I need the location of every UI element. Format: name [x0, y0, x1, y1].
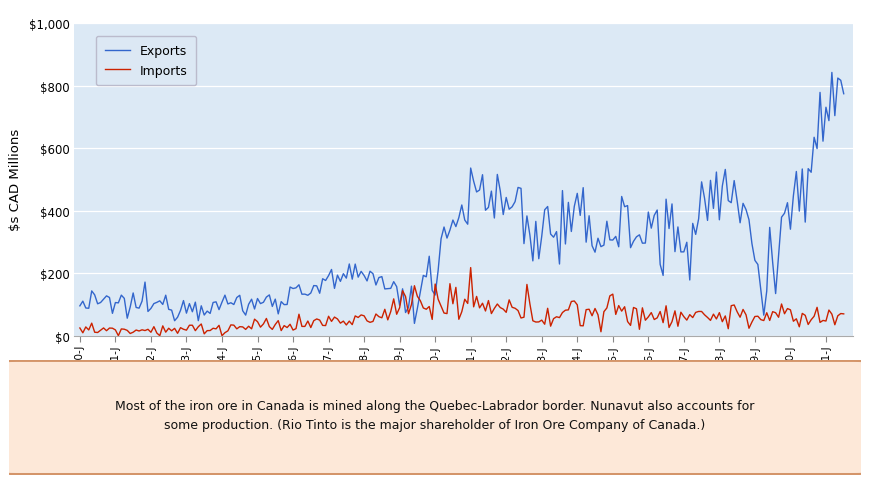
Imports — [465, 265, 475, 271]
Imports — [497, 307, 507, 312]
Imports — [690, 310, 700, 316]
Line: Imports: Imports — [80, 268, 843, 336]
Exports — [838, 92, 848, 97]
Line: Exports: Exports — [80, 73, 843, 324]
Exports — [406, 284, 416, 289]
Imports — [838, 312, 848, 317]
Text: Most of the iron ore in Canada is mined along the Quebec-Labrador border. Nunavu: Most of the iron ore in Canada is mined … — [116, 399, 753, 431]
Exports — [145, 306, 156, 312]
FancyBboxPatch shape — [0, 361, 869, 474]
Exports — [530, 219, 541, 225]
Legend: Exports, Imports: Exports, Imports — [96, 36, 196, 86]
Imports — [533, 319, 543, 325]
Imports — [75, 325, 85, 331]
Exports — [826, 71, 836, 76]
Imports — [113, 333, 123, 339]
Exports — [75, 303, 85, 309]
Exports — [107, 311, 117, 317]
Imports — [107, 325, 117, 331]
Exports — [687, 221, 697, 227]
Y-axis label: $s CAD Millions: $s CAD Millions — [9, 129, 22, 231]
Imports — [408, 283, 419, 289]
Imports — [149, 324, 159, 330]
X-axis label: Year & Month: Year & Month — [409, 373, 516, 387]
Exports — [494, 189, 505, 194]
Exports — [408, 321, 419, 326]
